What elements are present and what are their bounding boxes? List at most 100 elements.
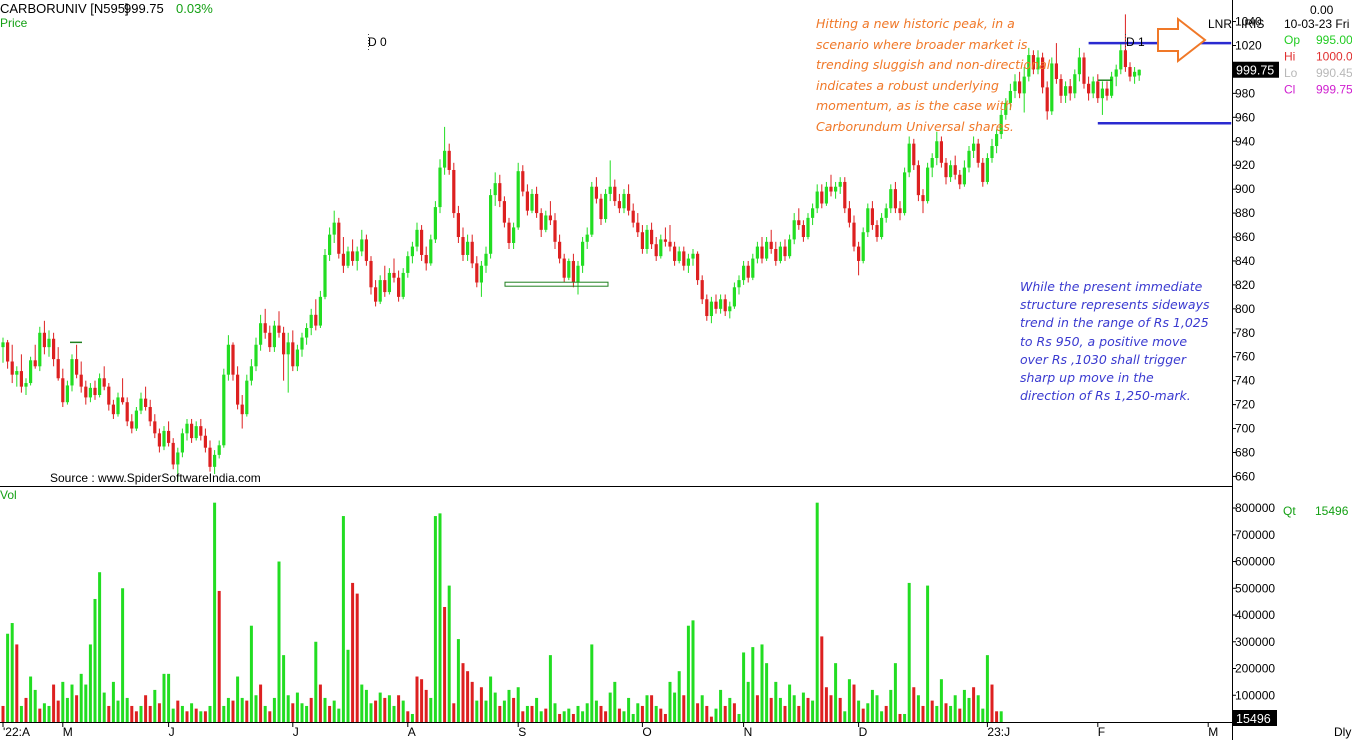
candle-body [374,287,378,302]
volume-bar [838,697,842,722]
volume-bar [157,703,161,722]
candle-body [470,241,474,264]
candle-body [56,359,60,379]
volume-bar [47,705,51,722]
candle-body [254,344,258,367]
volume-bar [130,705,134,722]
volume-bar [61,681,65,722]
volume-bar [277,561,281,722]
candle-body [240,404,244,415]
volume-bar [369,703,373,722]
volume-bar [236,676,240,722]
volume-bar [654,705,658,722]
price-tick-label: 760 [1235,350,1255,364]
candle-body [447,150,451,170]
candle-body [153,421,157,434]
volume-bar [999,711,1003,722]
volume-tick-label: 800000 [1235,501,1275,515]
candle-body [130,421,134,429]
candle-body [760,246,764,259]
candle-body [222,374,226,446]
candle-body [98,378,102,396]
candle-body [337,222,341,254]
volume-bar [608,692,612,722]
volume-bar [383,697,387,722]
time-tick-label: A [408,725,416,739]
volume-bar [75,695,79,722]
candle-body [824,186,828,204]
price-tick-label: 880 [1235,206,1255,220]
volume-bar [930,700,934,722]
volume-bar [737,713,741,722]
volume-bar [10,623,14,722]
source-credit: Source : www.SpiderSoftwareIndia.com [50,471,261,485]
volume-bar [581,711,585,722]
price-tick-label: 900 [1235,182,1255,196]
candle-body [650,229,654,245]
volume-bar [811,700,815,722]
candle-body [79,374,83,387]
candle-body [981,162,985,182]
candle-body [88,387,92,398]
candle-body [558,241,562,259]
last-volume-tag [1233,710,1277,726]
volume-bar [709,716,713,722]
candle-body [415,229,419,247]
candle-body [1064,86,1068,96]
candle-body [866,208,870,233]
gap-marker [504,281,609,287]
volume-bar [332,700,336,722]
right-arrow-icon [1157,16,1207,64]
candle-body [134,410,138,429]
candle-body [870,208,874,226]
candle-body [585,234,589,242]
info-value-lo: 990.45 [1316,66,1352,80]
volume-bar [364,689,368,722]
candle-body [507,222,511,243]
time-tick-label: F [1098,725,1105,739]
candle-body [456,213,460,238]
volume-bar [765,663,769,722]
annotation-peak: Hitting a new historic peak, in a scenar… [816,16,1051,134]
volume-bar [544,708,548,722]
candle-body [236,374,240,405]
candle-body [709,301,713,317]
volume-bar [19,705,23,722]
volume-bar [286,695,290,722]
candle-body [705,299,709,317]
marker-lnr: LNR [1208,17,1232,31]
candle-body [6,342,10,362]
volume-bar [788,684,792,722]
candle-body [1013,81,1017,91]
volume-bar [990,684,994,722]
candle-body [640,232,644,249]
candle-body [167,430,171,443]
candle-body [967,150,971,168]
candle-body [1008,90,1012,103]
volume-bar [889,689,893,722]
volume-bar [314,641,318,722]
candle-body [277,325,281,333]
time-tick-label: '22:A [3,725,30,739]
candle-body [1119,50,1123,70]
candle-body [608,186,612,194]
candle-body [300,337,304,350]
volume-bar [525,705,529,722]
candle-body [429,239,433,264]
time-tick-label: D [859,725,868,739]
annotation-range: While the present immediate structure re… [1020,279,1210,404]
volume-bar [732,703,736,722]
candle-body [475,263,479,283]
candle-body [502,201,506,223]
volume-bar [829,695,833,722]
volume-bar [530,705,534,722]
volume-bar [84,684,88,722]
volume-bar [995,711,999,722]
candle-body [24,383,28,387]
candle-body [1004,102,1008,115]
candle-body [820,191,824,204]
volume-bar [627,697,631,722]
volume-bar [640,705,644,722]
volume-bar [824,687,828,722]
info-date: 10-03-23 Fri [1284,17,1349,31]
